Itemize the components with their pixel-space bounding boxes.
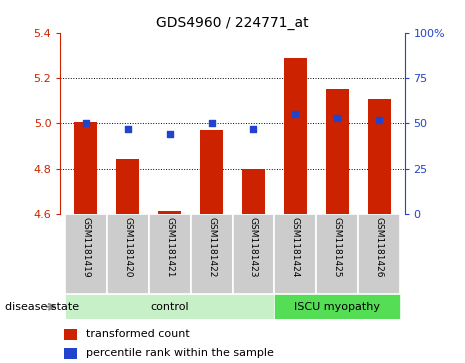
Point <box>376 117 383 123</box>
Point <box>250 126 257 132</box>
FancyBboxPatch shape <box>65 294 274 319</box>
Bar <box>74 122 97 214</box>
Bar <box>326 89 349 214</box>
Bar <box>200 130 223 214</box>
Bar <box>158 211 181 214</box>
Text: GSM1181423: GSM1181423 <box>249 217 258 277</box>
Bar <box>242 169 265 214</box>
FancyBboxPatch shape <box>359 214 400 294</box>
FancyBboxPatch shape <box>274 294 400 319</box>
Point <box>124 126 131 132</box>
Text: control: control <box>150 302 189 312</box>
Text: GSM1181420: GSM1181420 <box>123 217 132 277</box>
Bar <box>284 58 307 214</box>
Text: GSM1181426: GSM1181426 <box>375 217 384 277</box>
Title: GDS4960 / 224771_at: GDS4960 / 224771_at <box>156 16 309 30</box>
Point <box>82 121 89 126</box>
FancyBboxPatch shape <box>149 214 191 294</box>
Bar <box>64 348 77 359</box>
FancyBboxPatch shape <box>191 214 232 294</box>
Text: GSM1181421: GSM1181421 <box>165 217 174 277</box>
FancyBboxPatch shape <box>232 214 274 294</box>
Text: disease state: disease state <box>5 302 79 312</box>
FancyBboxPatch shape <box>316 214 359 294</box>
Text: GSM1181419: GSM1181419 <box>81 217 90 277</box>
Point <box>334 115 341 121</box>
Text: percentile rank within the sample: percentile rank within the sample <box>86 348 274 358</box>
Point <box>166 131 173 137</box>
Text: GSM1181422: GSM1181422 <box>207 217 216 277</box>
FancyBboxPatch shape <box>274 214 316 294</box>
Text: ISCU myopathy: ISCU myopathy <box>294 302 380 312</box>
Point <box>292 111 299 117</box>
Point <box>208 121 215 126</box>
Text: GSM1181424: GSM1181424 <box>291 217 300 277</box>
FancyBboxPatch shape <box>65 214 106 294</box>
Bar <box>64 329 77 340</box>
FancyBboxPatch shape <box>106 214 149 294</box>
Bar <box>116 159 139 214</box>
Bar <box>368 99 391 214</box>
Text: GSM1181425: GSM1181425 <box>333 217 342 277</box>
Text: transformed count: transformed count <box>86 329 190 339</box>
